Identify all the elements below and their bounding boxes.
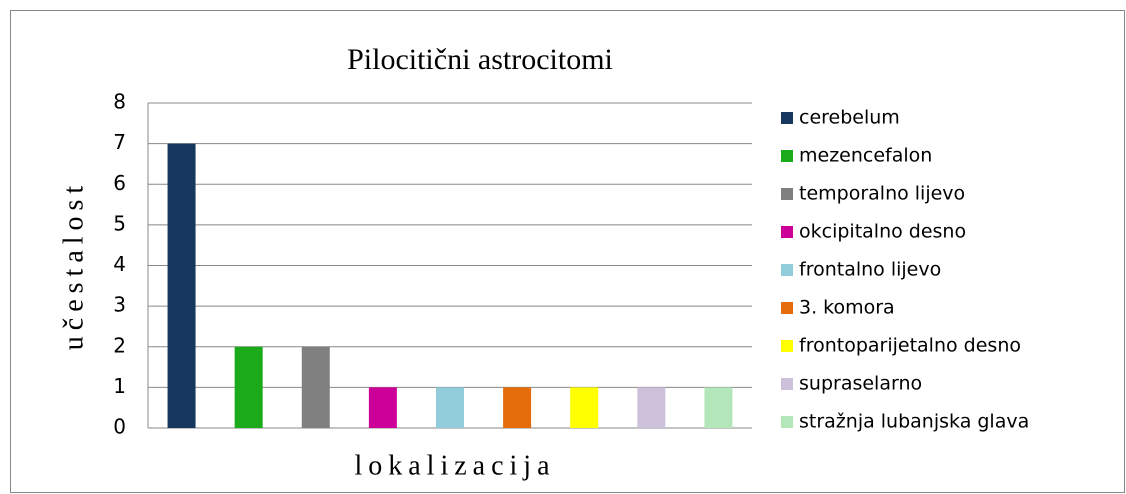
legend-swatch xyxy=(781,264,793,276)
legend-label: mezencefalon xyxy=(799,145,932,167)
bar xyxy=(234,346,263,428)
legend-swatch xyxy=(781,188,793,200)
legend-label: stražnja lubanjska glava xyxy=(799,411,1029,433)
bar xyxy=(167,143,196,428)
y-axis-label: učestalost xyxy=(58,180,89,350)
legend-label: frontoparijetalno desno xyxy=(799,335,1021,357)
y-tick-label: 2 xyxy=(113,333,126,357)
bar xyxy=(570,387,599,428)
legend-swatch xyxy=(781,378,793,390)
legend-swatch xyxy=(781,226,793,238)
chart-frame xyxy=(10,10,1125,493)
y-tick-label: 5 xyxy=(113,211,126,235)
y-tick-label: 6 xyxy=(113,171,126,195)
legend-swatch xyxy=(781,150,793,162)
legend-swatch xyxy=(781,112,793,124)
legend-label: temporalno lijevo xyxy=(799,183,965,205)
x-axis-label: lokalizacija xyxy=(354,450,555,481)
y-tick-label: 7 xyxy=(113,130,126,154)
bar xyxy=(637,387,666,428)
y-tick-label: 3 xyxy=(113,293,126,317)
legend-label: okcipitalno desno xyxy=(799,221,966,243)
bar xyxy=(704,387,733,428)
y-tick-label: 0 xyxy=(113,415,126,439)
legend-label: frontalno lijevo xyxy=(799,259,941,281)
y-tick-label: 4 xyxy=(113,252,126,276)
bar xyxy=(503,387,532,428)
legend-swatch xyxy=(781,302,793,314)
y-tick-label: 1 xyxy=(113,374,126,398)
legend-label: 3. komora xyxy=(799,297,895,319)
legend-swatch xyxy=(781,340,793,352)
legend-label: cerebelum xyxy=(799,107,900,129)
bar xyxy=(436,387,464,428)
chart-title: Pilocitični astrocitomi xyxy=(347,43,613,76)
y-tick-label: 8 xyxy=(113,90,126,114)
legend-swatch xyxy=(781,416,793,428)
bar xyxy=(368,387,397,428)
legend-label: supraselarno xyxy=(799,373,922,395)
bar xyxy=(301,346,330,428)
